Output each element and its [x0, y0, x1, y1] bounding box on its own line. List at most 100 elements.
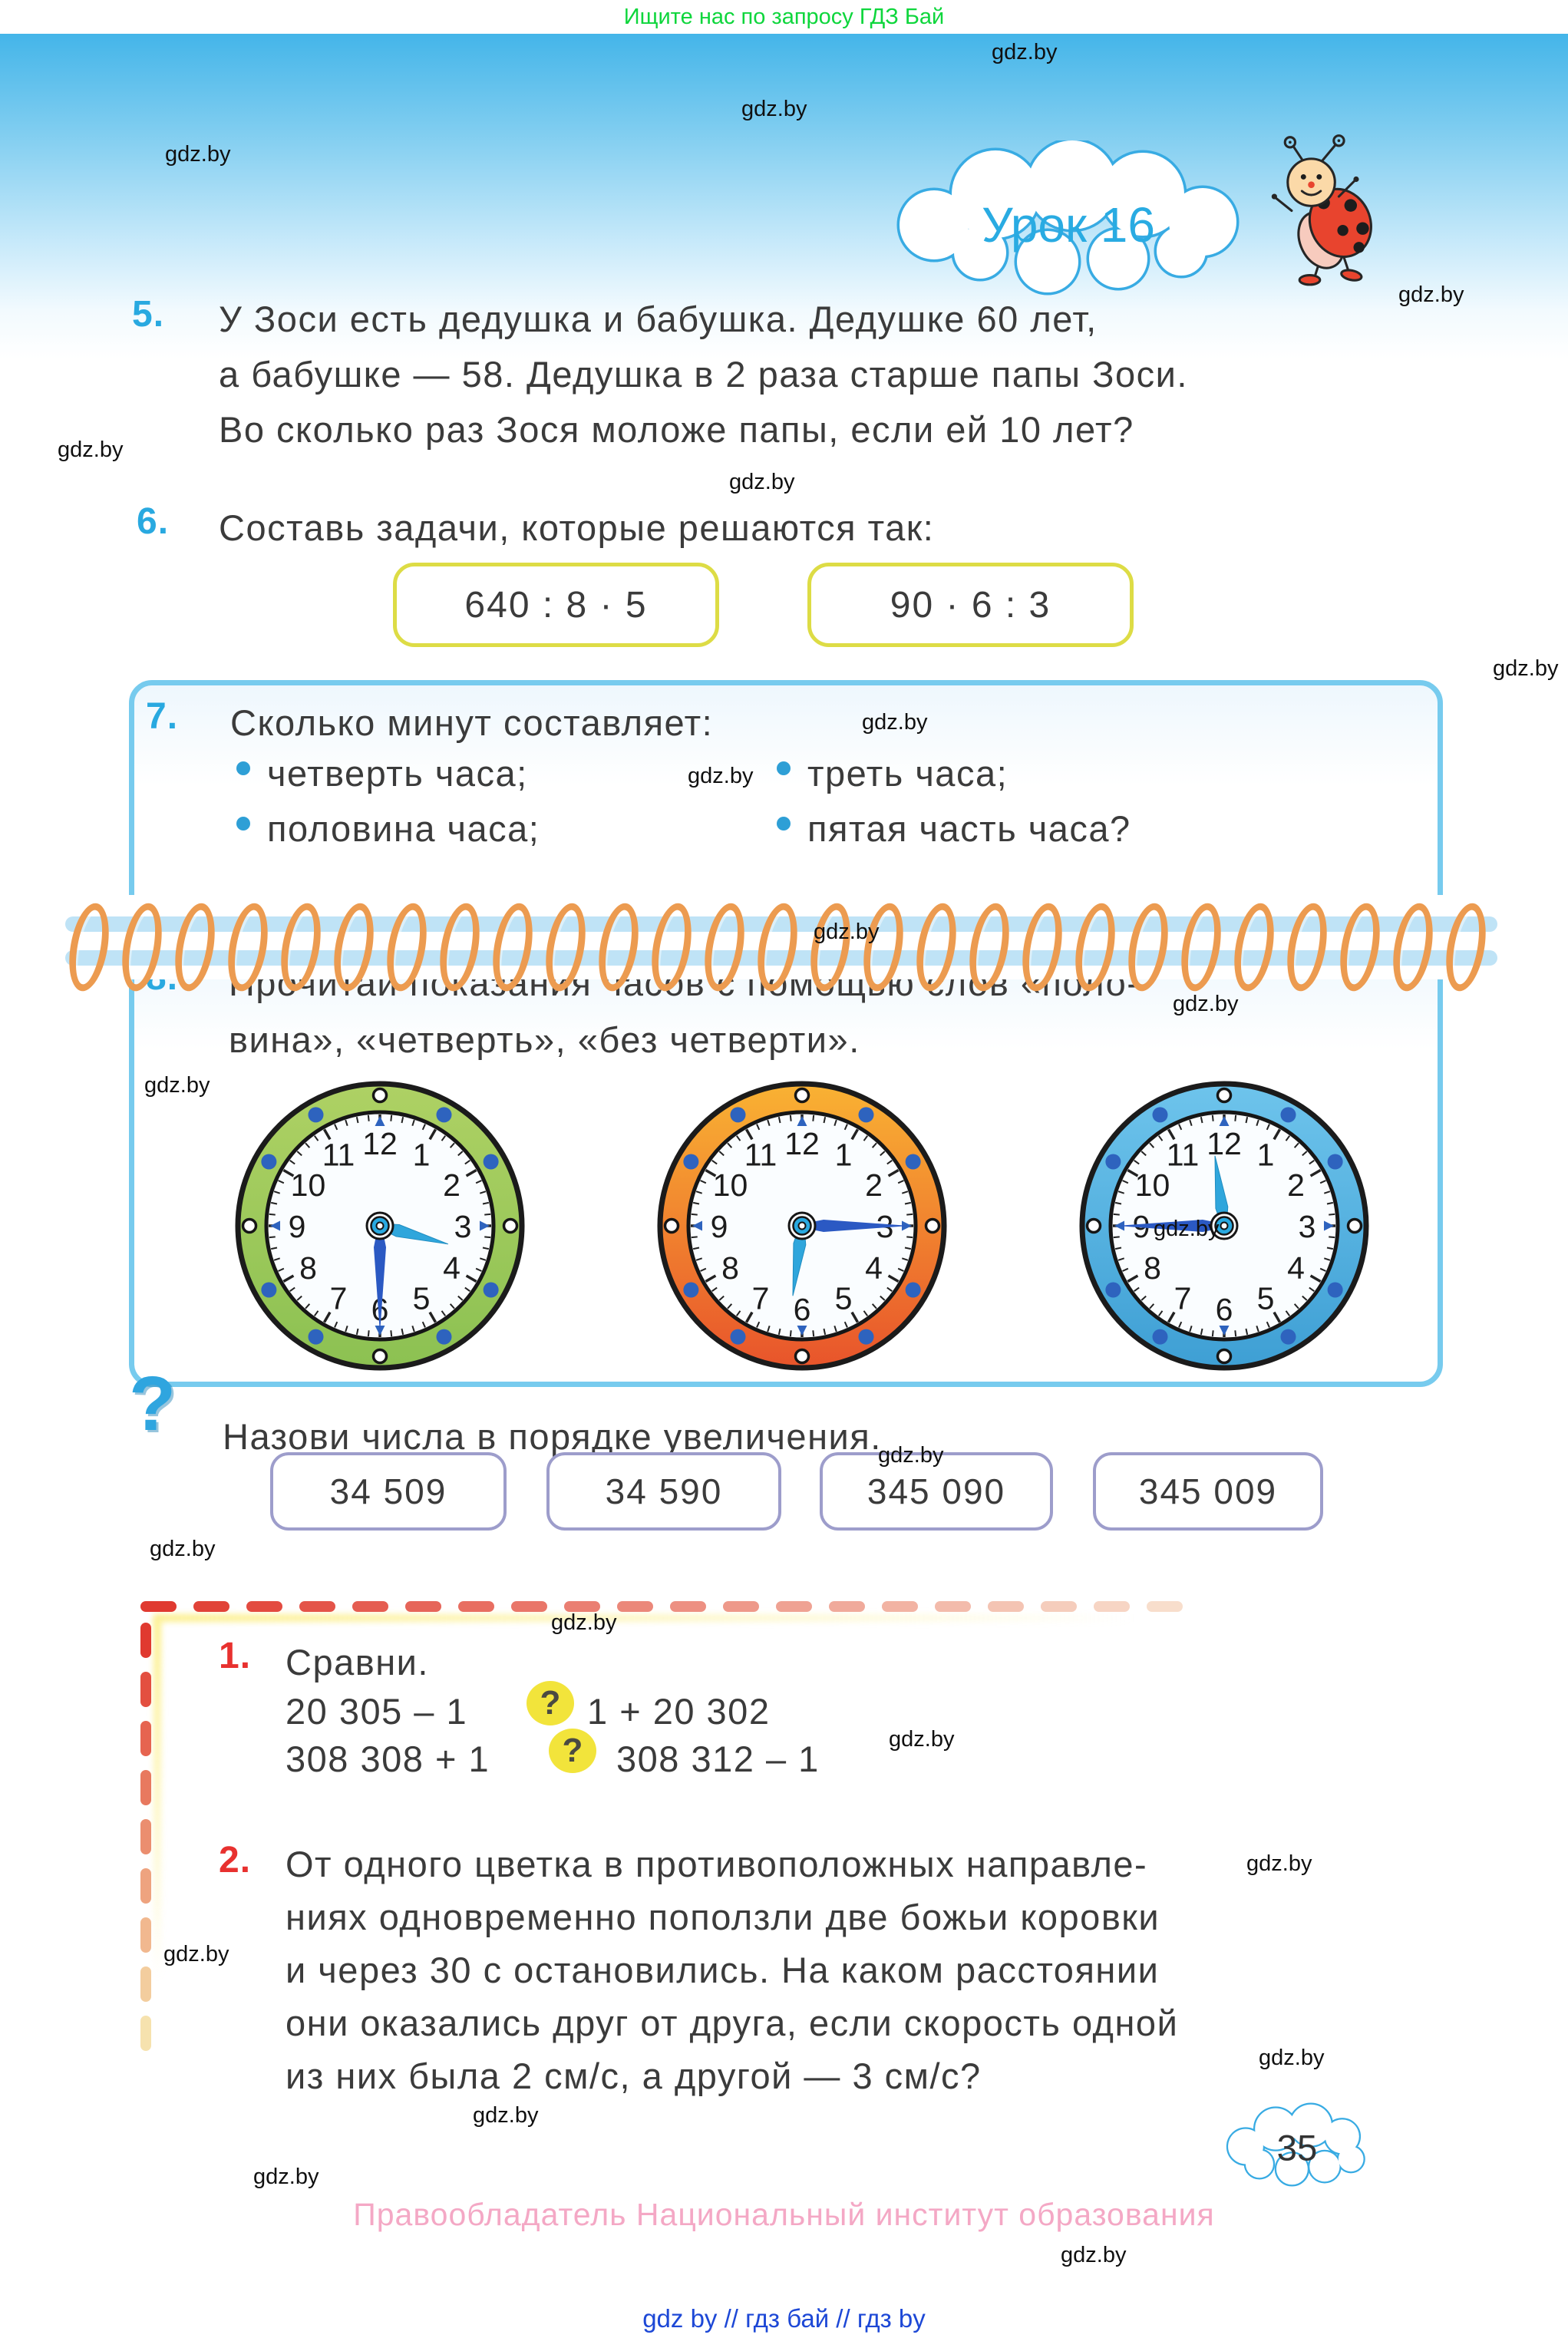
- svg-text:3: 3: [1299, 1209, 1316, 1244]
- bullet-icon: [236, 761, 250, 775]
- problem-5-text: У Зоси есть дедушка и бабушка. Дедушке 6…: [219, 292, 1188, 457]
- svg-text:10: 10: [713, 1167, 748, 1203]
- hw-1-number: 1.: [219, 1636, 252, 1676]
- gdz-watermark: gdz.by: [741, 97, 807, 121]
- gdz-watermark: gdz.by: [551, 1610, 617, 1635]
- frame-dash: [299, 1601, 335, 1612]
- problem-6-number: 6.: [137, 501, 170, 542]
- gdz-watermark: gdz.by: [1061, 2243, 1127, 2267]
- gdz-watermark: gdz.by: [992, 40, 1058, 64]
- spiral-band: [65, 950, 1497, 966]
- lesson-cloud: Урок 16: [896, 140, 1240, 296]
- svg-text:10: 10: [291, 1167, 326, 1203]
- svg-text:1: 1: [835, 1137, 853, 1172]
- hw-1-row-left: 308 308 + 1: [286, 1739, 490, 1779]
- svg-text:5: 5: [1257, 1281, 1275, 1316]
- problem-5-line: Во сколько раз Зося моложе папы, если ей…: [219, 409, 1134, 450]
- gdz-watermark: gdz.by: [1259, 2046, 1325, 2070]
- gdz-watermark: gdz.by: [688, 764, 754, 788]
- gdz-watermark: gdz.by: [889, 1727, 955, 1752]
- number-card: 34 590: [546, 1452, 781, 1531]
- hw-2-number: 2.: [219, 1840, 252, 1881]
- gdz-watermark: gdz.by: [1246, 1851, 1312, 1876]
- frame-glow: [153, 1620, 161, 1980]
- svg-text:4: 4: [443, 1250, 460, 1286]
- frame-dash: [140, 1770, 151, 1805]
- frame-dash: [140, 1917, 151, 1953]
- frame-dash: [140, 1623, 151, 1658]
- question-text: Назови числа в порядке увеличения.: [223, 1416, 882, 1457]
- hw-2-line: они оказались друг от друга, если скорос…: [286, 2003, 1179, 2043]
- frame-dash: [140, 1721, 151, 1756]
- gdz-watermark: gdz.by: [878, 1443, 944, 1468]
- gdz-watermark: gdz.by: [163, 1942, 229, 1966]
- compare-mark: ?: [527, 1681, 574, 1725]
- problem-7-box: [129, 680, 1443, 935]
- svg-text:7: 7: [752, 1281, 770, 1316]
- problem-7-number: 7.: [146, 696, 179, 737]
- svg-text:1: 1: [413, 1137, 431, 1172]
- gdz-watermark: gdz.by: [1398, 282, 1464, 307]
- svg-text:11: 11: [744, 1137, 777, 1172]
- frame-dash: [829, 1601, 865, 1612]
- lesson-title: Урок 16: [982, 197, 1155, 253]
- svg-text:6: 6: [1216, 1292, 1233, 1327]
- gdz-watermark: gdz.by: [814, 920, 880, 944]
- frame-dash: [405, 1601, 441, 1612]
- gdz-watermark: gdz.by: [144, 1073, 210, 1098]
- frame-dash: [1094, 1601, 1130, 1612]
- bullet-icon: [777, 761, 791, 775]
- gdz-watermark: gdz.by: [1173, 992, 1239, 1016]
- frame-dash: [670, 1601, 706, 1612]
- frame-dash: [935, 1601, 971, 1612]
- promo-strip: Ищите нас по запросу ГДЗ Бай: [0, 0, 1568, 34]
- frame-dash: [617, 1601, 653, 1612]
- number-card: 345 009: [1093, 1452, 1323, 1531]
- promo-text: Ищите нас по запросу ГДЗ Бай: [623, 5, 945, 29]
- problem-7-item: пятая часть часа?: [807, 808, 1131, 849]
- problem-5-number: 5.: [132, 294, 165, 335]
- svg-text:8: 8: [1144, 1250, 1161, 1286]
- number-card: 345 090: [820, 1452, 1053, 1531]
- problem-7-item: треть часа;: [807, 753, 1008, 794]
- hw-2-text: От одного цветка в противоположных напра…: [286, 1838, 1178, 2102]
- svg-text:9: 9: [711, 1209, 728, 1244]
- hw-1-row-right: 308 312 – 1: [616, 1739, 820, 1779]
- svg-text:7: 7: [1174, 1281, 1192, 1316]
- hw-1-row-left: 20 305 – 1: [286, 1691, 468, 1732]
- frame-dash: [1041, 1601, 1077, 1612]
- frame-dash: [140, 1819, 151, 1854]
- clock-green: 123456789101112: [230, 1076, 530, 1375]
- frame-dash: [352, 1601, 388, 1612]
- clock-orange: 123456789101112: [652, 1076, 952, 1375]
- hw-1-row-right: 1 + 20 302: [587, 1691, 771, 1732]
- frame-dash: [511, 1601, 547, 1612]
- problem-7-item: четверть часа;: [267, 753, 528, 794]
- frame-dash: [458, 1601, 494, 1612]
- svg-text:2: 2: [443, 1167, 460, 1203]
- svg-text:11: 11: [322, 1137, 355, 1172]
- gdz-watermark: gdz.by: [862, 710, 928, 735]
- svg-text:4: 4: [865, 1250, 883, 1286]
- svg-text:11: 11: [1167, 1137, 1200, 1172]
- bullet-icon: [236, 817, 250, 831]
- problem-6-text: Составь задачи, которые решаются так:: [219, 507, 935, 548]
- hw-2-line: ниях одновременно поползли две божьи кор…: [286, 1897, 1160, 1937]
- question-mark-icon: ?: [129, 1361, 177, 1447]
- ladybug-illustration: [1271, 134, 1372, 286]
- svg-text:8: 8: [721, 1250, 739, 1286]
- svg-text:12: 12: [362, 1126, 398, 1161]
- frame-dash: [140, 1601, 177, 1612]
- svg-text:7: 7: [330, 1281, 348, 1316]
- hw-2-line: От одного цветка в противоположных напра…: [286, 1844, 1148, 1884]
- svg-text:2: 2: [1287, 1167, 1305, 1203]
- frame-dash: [140, 1672, 151, 1707]
- page-number: 35: [1277, 2128, 1318, 2168]
- gdz-watermark: gdz.by: [58, 438, 124, 462]
- hw-2-line: и через 30 с остановились. На каком расс…: [286, 1950, 1160, 1990]
- frame-dash: [140, 1966, 151, 2002]
- gdz-watermark: gdz.by: [1493, 656, 1559, 681]
- gdz-watermark: gdz.by: [1154, 1217, 1220, 1241]
- svg-text:2: 2: [865, 1167, 883, 1203]
